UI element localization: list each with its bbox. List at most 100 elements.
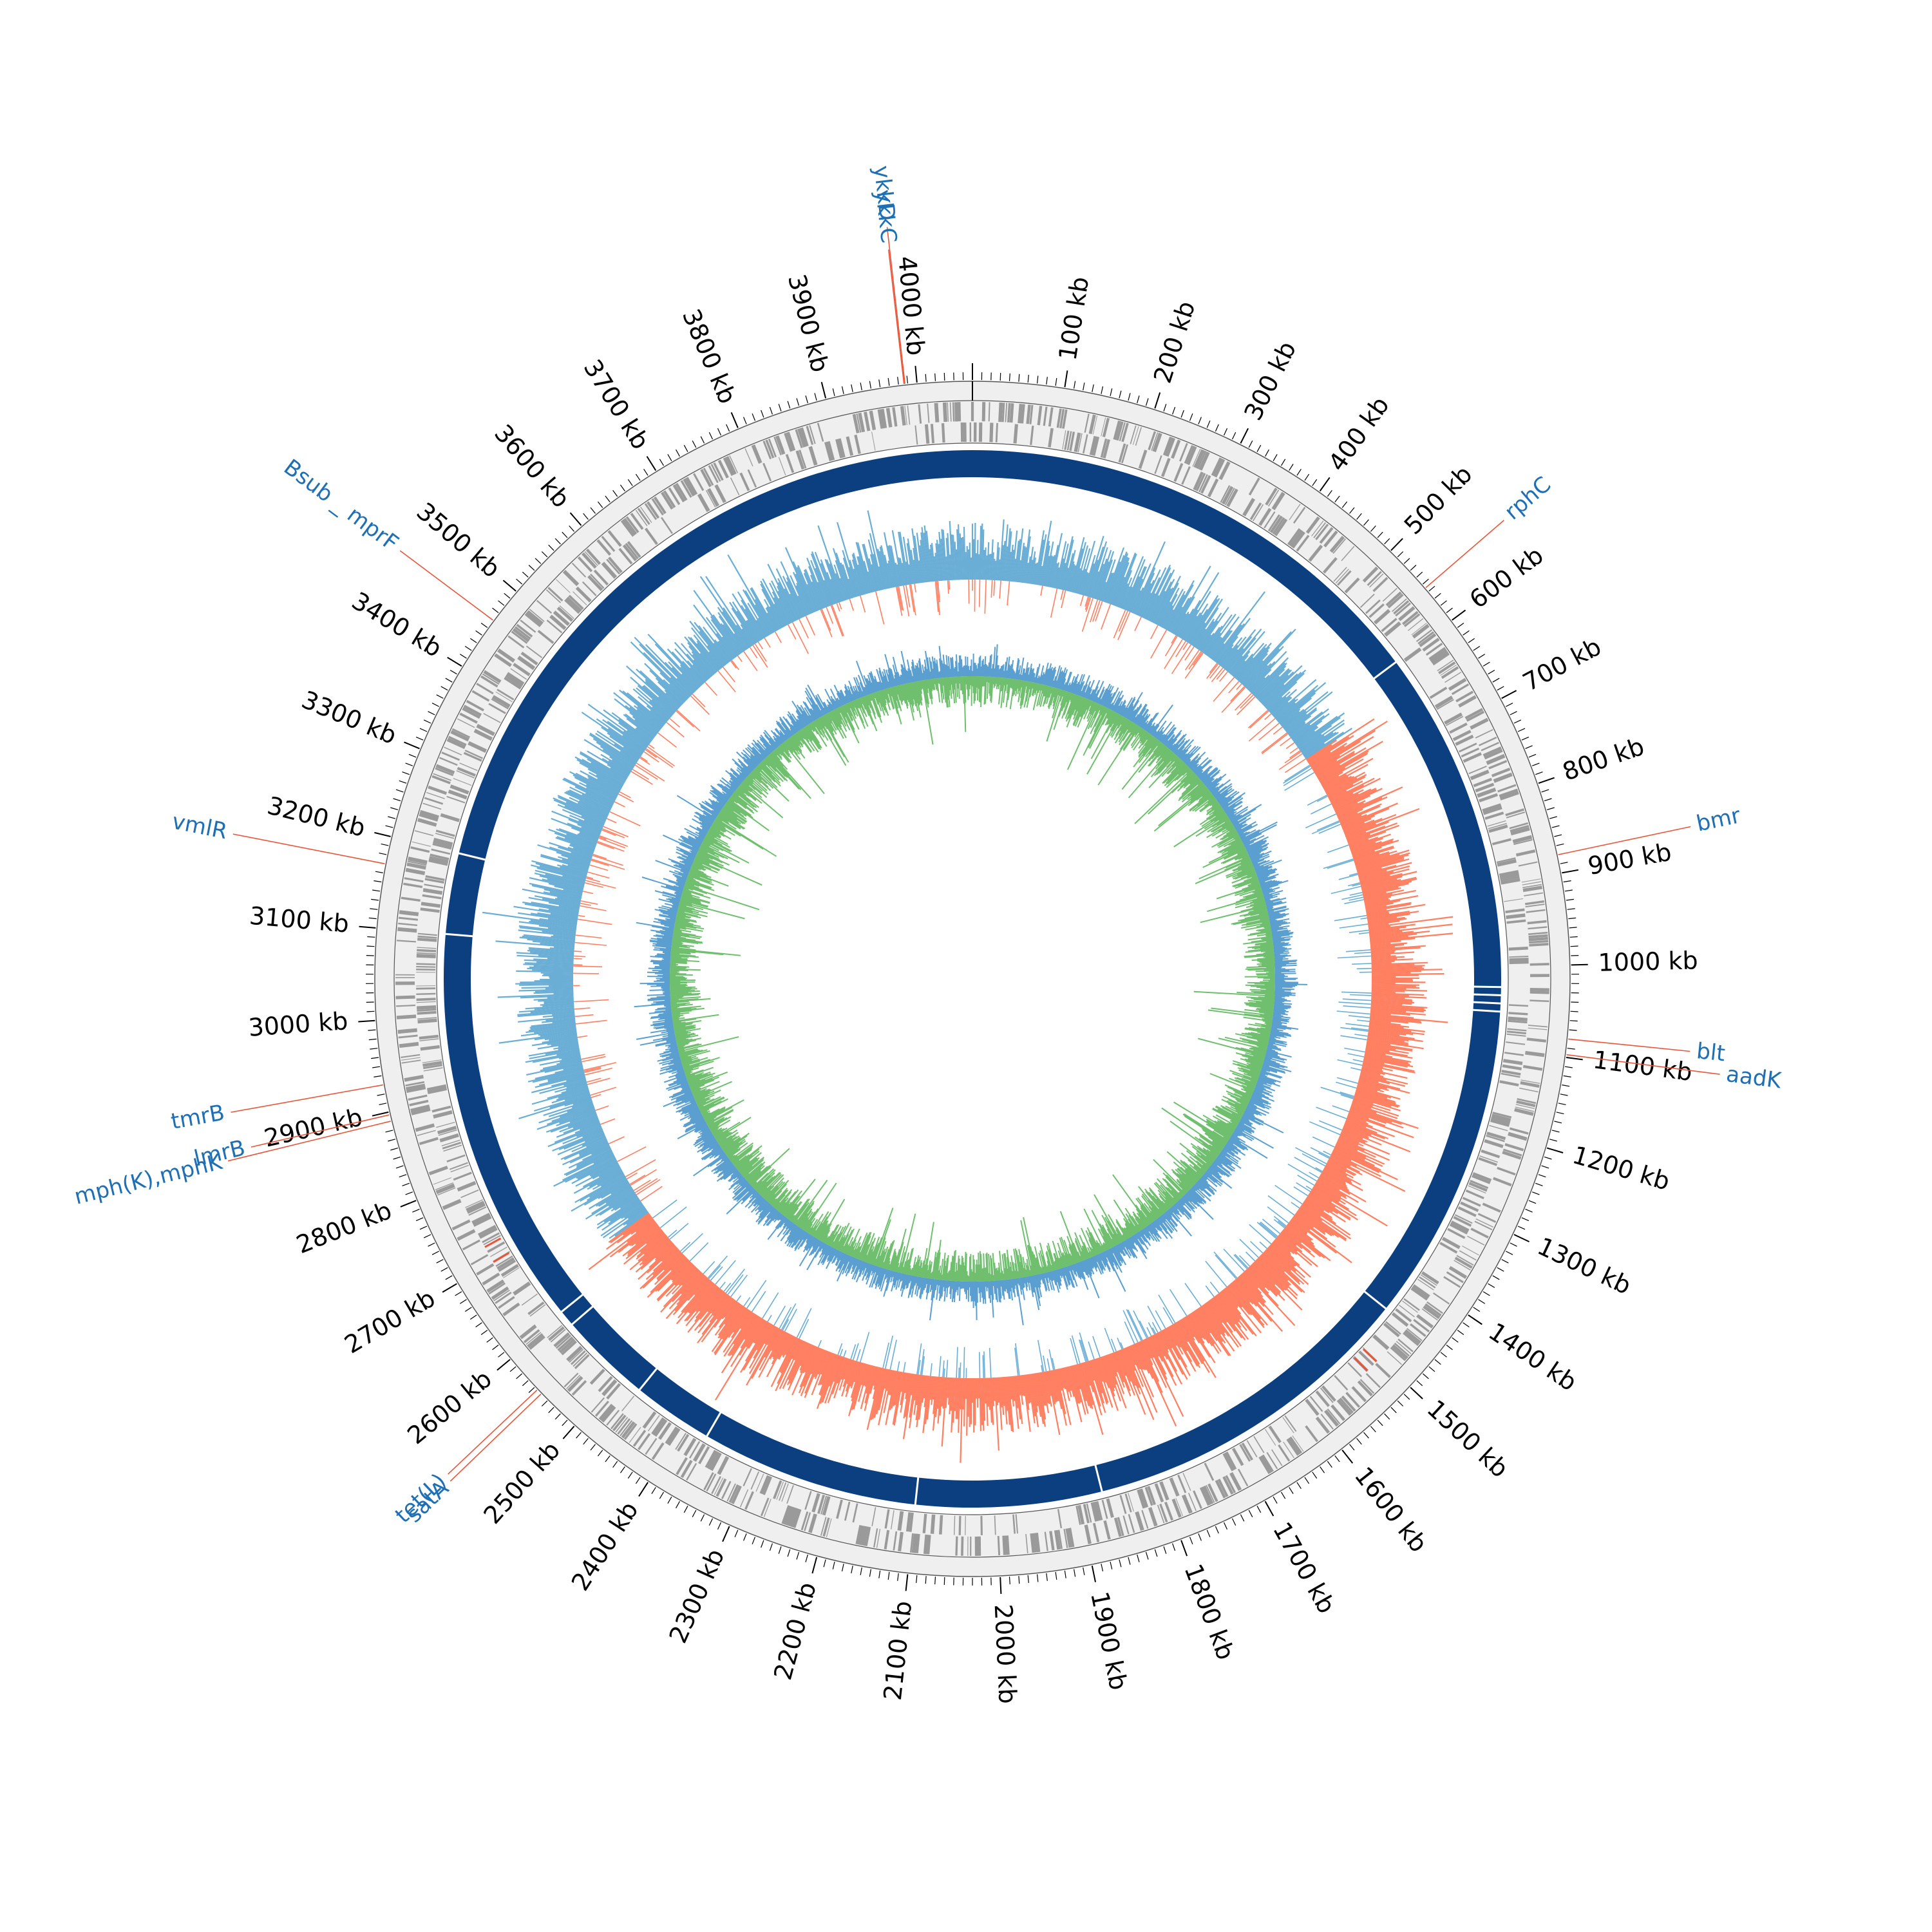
gc-content-bar <box>1222 825 1234 833</box>
feature-mark <box>728 1484 739 1503</box>
gc-skew-bar <box>891 530 904 586</box>
gc-skew-bar <box>1203 614 1233 654</box>
backbone-gap <box>638 1366 659 1392</box>
gc-content-bar <box>1138 736 1155 758</box>
gc-skew-bar <box>1345 821 1389 839</box>
gc-skew-bar <box>583 819 603 829</box>
feature-mark <box>1323 530 1338 547</box>
gc-skew-bar <box>1161 589 1184 629</box>
gc-skew-bar <box>784 1309 797 1332</box>
gc-content-bar <box>1200 799 1217 813</box>
gc-skew-bar <box>1325 772 1366 794</box>
gc-skew-bar <box>760 580 786 627</box>
feature-mark <box>431 775 451 784</box>
gc-content-bar <box>1255 942 1273 946</box>
feature-mark <box>428 785 448 795</box>
feature-mark <box>557 1336 574 1352</box>
gc-skew-bar <box>1370 947 1421 952</box>
gc-skew-bar <box>717 1304 743 1339</box>
gc-content-bar <box>1263 951 1274 954</box>
gc-skew-bar <box>637 685 673 717</box>
gc-content-bar <box>1162 727 1177 744</box>
gc-content-bar <box>1274 958 1289 961</box>
gc-content-bar <box>1231 808 1256 824</box>
gc-skew-bar <box>670 1256 687 1271</box>
gc-content-bar <box>986 676 989 699</box>
gc-skew-bar <box>1370 1002 1403 1006</box>
feature-mark <box>955 1536 958 1556</box>
feature-mark <box>1445 715 1464 726</box>
gc-content-bar <box>1245 984 1275 987</box>
feature-mark <box>884 1530 890 1550</box>
gc-skew-bar <box>728 1314 757 1356</box>
gc-skew-bar <box>1349 1111 1369 1120</box>
gc-skew-bar <box>842 549 858 597</box>
gc-skew-bar <box>716 1298 734 1320</box>
feature-mark <box>398 1034 418 1039</box>
gc-skew-bar <box>580 1175 626 1202</box>
gc-content-bar <box>1082 692 1086 697</box>
gc-skew-bar <box>602 1207 646 1238</box>
gc-skew-bar <box>1334 1147 1381 1171</box>
feature-mark <box>1160 458 1171 477</box>
gc-skew-bar <box>893 1372 905 1426</box>
feature-mark <box>1224 488 1235 506</box>
gc-skew-bar <box>850 1361 860 1389</box>
gc-skew-bar <box>1171 565 1211 634</box>
gc-skew-bar <box>1277 689 1316 722</box>
gc-skew-bar <box>1079 540 1096 595</box>
feature-mark <box>1207 478 1219 498</box>
gc-skew-bar <box>1371 960 1395 963</box>
gc-skew-bar <box>1308 1194 1338 1215</box>
gc-skew-bar <box>769 1331 786 1359</box>
gc-skew-bar <box>870 1367 884 1421</box>
gc-skew-bar <box>999 580 1001 599</box>
feature-mark <box>1467 1235 1485 1245</box>
gc-skew-bar <box>1283 710 1307 730</box>
gc-skew-bar <box>540 942 575 947</box>
gc-skew-bar <box>592 737 636 766</box>
gc-content-bar <box>1209 806 1222 816</box>
gc-skew-bar <box>696 640 721 670</box>
gc-skew-bar <box>1336 1010 1370 1015</box>
gc-skew-bar <box>876 1368 887 1415</box>
gc-content-bar <box>1233 835 1240 839</box>
gc-skew-bar <box>635 728 653 742</box>
gc-skew-bar <box>632 715 657 735</box>
gc-content-bar <box>1211 832 1238 848</box>
gc-skew-bar <box>1370 1003 1428 1009</box>
feature-mark <box>512 628 530 643</box>
gc-skew-bar <box>777 1338 800 1384</box>
gc-skew-bar <box>837 1357 847 1384</box>
gc-skew-bar <box>1241 1273 1264 1298</box>
feature-mark <box>710 464 721 482</box>
gc-content-bar <box>1056 671 1063 688</box>
gc-skew-bar <box>1244 648 1280 687</box>
feature-mark <box>567 1376 583 1392</box>
gc-skew-bar <box>773 603 787 627</box>
feature-mark <box>1403 647 1422 662</box>
gc-content-bar <box>1166 766 1189 788</box>
gc-skew-bar <box>789 593 802 619</box>
gc-skew-bar <box>584 1068 601 1074</box>
gc-skew-bar <box>1351 840 1394 855</box>
feature-mark <box>416 963 436 965</box>
feature-mark <box>405 867 426 875</box>
feature-mark <box>651 1442 665 1460</box>
gc-skew-bar <box>585 1067 612 1075</box>
gc-skew-bar <box>642 1251 682 1289</box>
gc-skew-bar <box>1365 900 1401 908</box>
gc-skew-bar <box>565 1151 614 1177</box>
gc-skew-bar <box>688 1283 715 1314</box>
gc-content-bar <box>1101 689 1109 706</box>
feature-mark <box>483 713 501 723</box>
gc-skew-bar <box>625 665 677 712</box>
feature-mark <box>779 1482 787 1501</box>
gc-content-bar <box>1206 804 1221 816</box>
feature-mark <box>651 498 664 516</box>
gc-skew-bar <box>848 1363 865 1417</box>
gc-skew-bar <box>596 741 635 767</box>
gc-skew-bar <box>676 1274 705 1305</box>
feature-mark <box>495 1255 513 1267</box>
